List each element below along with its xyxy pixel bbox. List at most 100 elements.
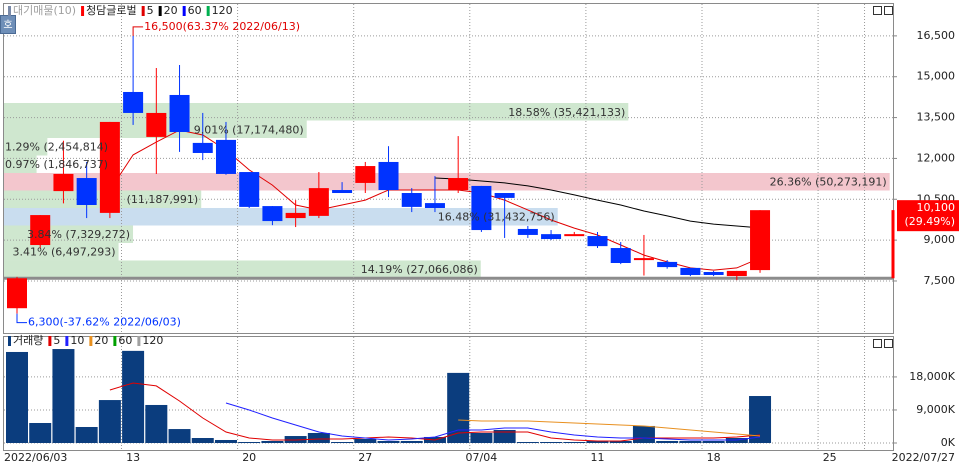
candle-body: [30, 215, 51, 246]
candle-body: [471, 185, 492, 231]
candle-body: [703, 271, 724, 275]
legend-marker: [81, 6, 85, 16]
volume-bar: [214, 439, 237, 443]
x-tick-label: 07/04: [466, 451, 498, 464]
volume-bar: [400, 440, 423, 443]
volume-bar: [145, 404, 168, 443]
volume-profile-band: [4, 155, 37, 173]
volume-bar: [540, 442, 563, 443]
volume-bar: [656, 440, 679, 443]
volume-profile-band: [4, 172, 890, 191]
candle-body: [262, 206, 283, 222]
x-tick-label: 18: [707, 451, 721, 464]
close-button[interactable]: [884, 6, 893, 15]
volume-bar: [307, 432, 330, 443]
panel-icon-label[interactable]: 호: [3, 19, 12, 31]
volume-bar: [493, 429, 516, 443]
legend-label: 120: [212, 4, 233, 17]
labels-layer: 18.58% (35,421,133) 9.01% (17,174,480) 1.2…: [4, 4, 959, 464]
volume-panel-frame: [3, 336, 894, 451]
candle-body: [424, 203, 445, 208]
candle-body: [285, 212, 306, 219]
candle-body: [564, 234, 585, 237]
x-tick-label: 2022/06/03: [4, 451, 67, 464]
candle-body: [633, 258, 654, 261]
maximize-button[interactable]: [873, 6, 882, 15]
volume-bar: [563, 442, 586, 443]
volume-bar: [749, 396, 772, 443]
candle-body: [517, 228, 538, 235]
last-price-box: [897, 200, 959, 232]
legend-marker: [137, 336, 141, 346]
volume-bar: [702, 440, 725, 443]
legend-label: 청담글로벌: [86, 4, 137, 17]
legend-label: 20: [164, 4, 178, 17]
x-tick-label: 27: [358, 451, 372, 464]
candle-body: [378, 161, 399, 191]
volume-bar: [632, 425, 655, 443]
legend-marker: [65, 336, 69, 346]
maximize-button[interactable]: [873, 339, 882, 348]
legend-label: 10: [70, 334, 84, 347]
volume-bar: [238, 442, 261, 443]
volume-bar: [6, 351, 28, 443]
candle-body: [169, 94, 190, 133]
y-tick-label: 7,500: [924, 274, 956, 287]
candle-body: [541, 234, 562, 240]
candle-body: [76, 178, 97, 205]
annotation-label: 16,500(63.37% 2022/06/13): [144, 20, 300, 33]
legend-marker: [182, 6, 186, 16]
y-tick-label: 18,000K: [909, 370, 955, 383]
volume-bar: [609, 440, 632, 443]
legend-marker: [206, 6, 210, 16]
legend-label: 60: [188, 4, 202, 17]
volume-profile-label: 16.48% (31,432,756): [438, 211, 555, 224]
volume-bar: [331, 442, 354, 443]
candle-body: [123, 91, 144, 113]
moving-average-line: [225, 402, 761, 441]
x-tick-label: 11: [591, 451, 605, 464]
volume-bar: [516, 442, 539, 443]
legend-label: 거래량: [13, 334, 43, 347]
legend-label: 5: [53, 334, 60, 347]
candle-body: [99, 121, 120, 213]
volume-bar: [470, 432, 493, 443]
y-tick-label: 15,000: [917, 70, 956, 83]
volume-bar: [377, 440, 400, 443]
price-panel-frame: [3, 3, 894, 334]
volume-profile-label: 0.97% (1,846,737): [5, 158, 108, 171]
annotation-label: 6,300(-37.62% 2022/06/03): [28, 316, 181, 329]
volume-profile-band: [4, 260, 481, 278]
volume-profile-label: 3.41% (6,497,293): [13, 246, 116, 259]
legend-marker: [48, 336, 52, 346]
volume-bar: [168, 429, 191, 443]
legend-marker: [141, 6, 145, 16]
legend-marker: [158, 6, 162, 16]
legend-marker: [8, 6, 11, 16]
candle-body: [308, 188, 329, 216]
volume-profile-label: 1.29% (2,454,814): [5, 141, 108, 154]
candle-body: [332, 190, 353, 194]
candle-body: [726, 270, 747, 277]
annotation-arrow: [132, 26, 144, 36]
volume-profile-label: 3.84% (7,329,272): [27, 228, 130, 241]
candle-body: [146, 112, 167, 137]
volume-profile-label: 9.01% (17,174,480): [194, 123, 304, 136]
volume-bar: [191, 438, 214, 443]
moving-average-line: [434, 177, 761, 229]
volume-profile-label: 26.36% (50,273,191): [770, 176, 887, 189]
legend-label: 120: [142, 334, 163, 347]
candle-body: [448, 178, 469, 191]
candle-body: [401, 193, 422, 207]
legend-label: 60: [118, 334, 132, 347]
volume-bar: [75, 426, 98, 443]
legend-marker: [113, 336, 117, 346]
annotation-arrow: [16, 313, 27, 324]
volume-bar: [725, 438, 748, 443]
candle-body: [680, 267, 701, 275]
close-button[interactable]: [884, 339, 893, 348]
volume-bar: [122, 350, 145, 443]
volume-bar: [29, 422, 52, 443]
candle-body: [610, 248, 631, 264]
